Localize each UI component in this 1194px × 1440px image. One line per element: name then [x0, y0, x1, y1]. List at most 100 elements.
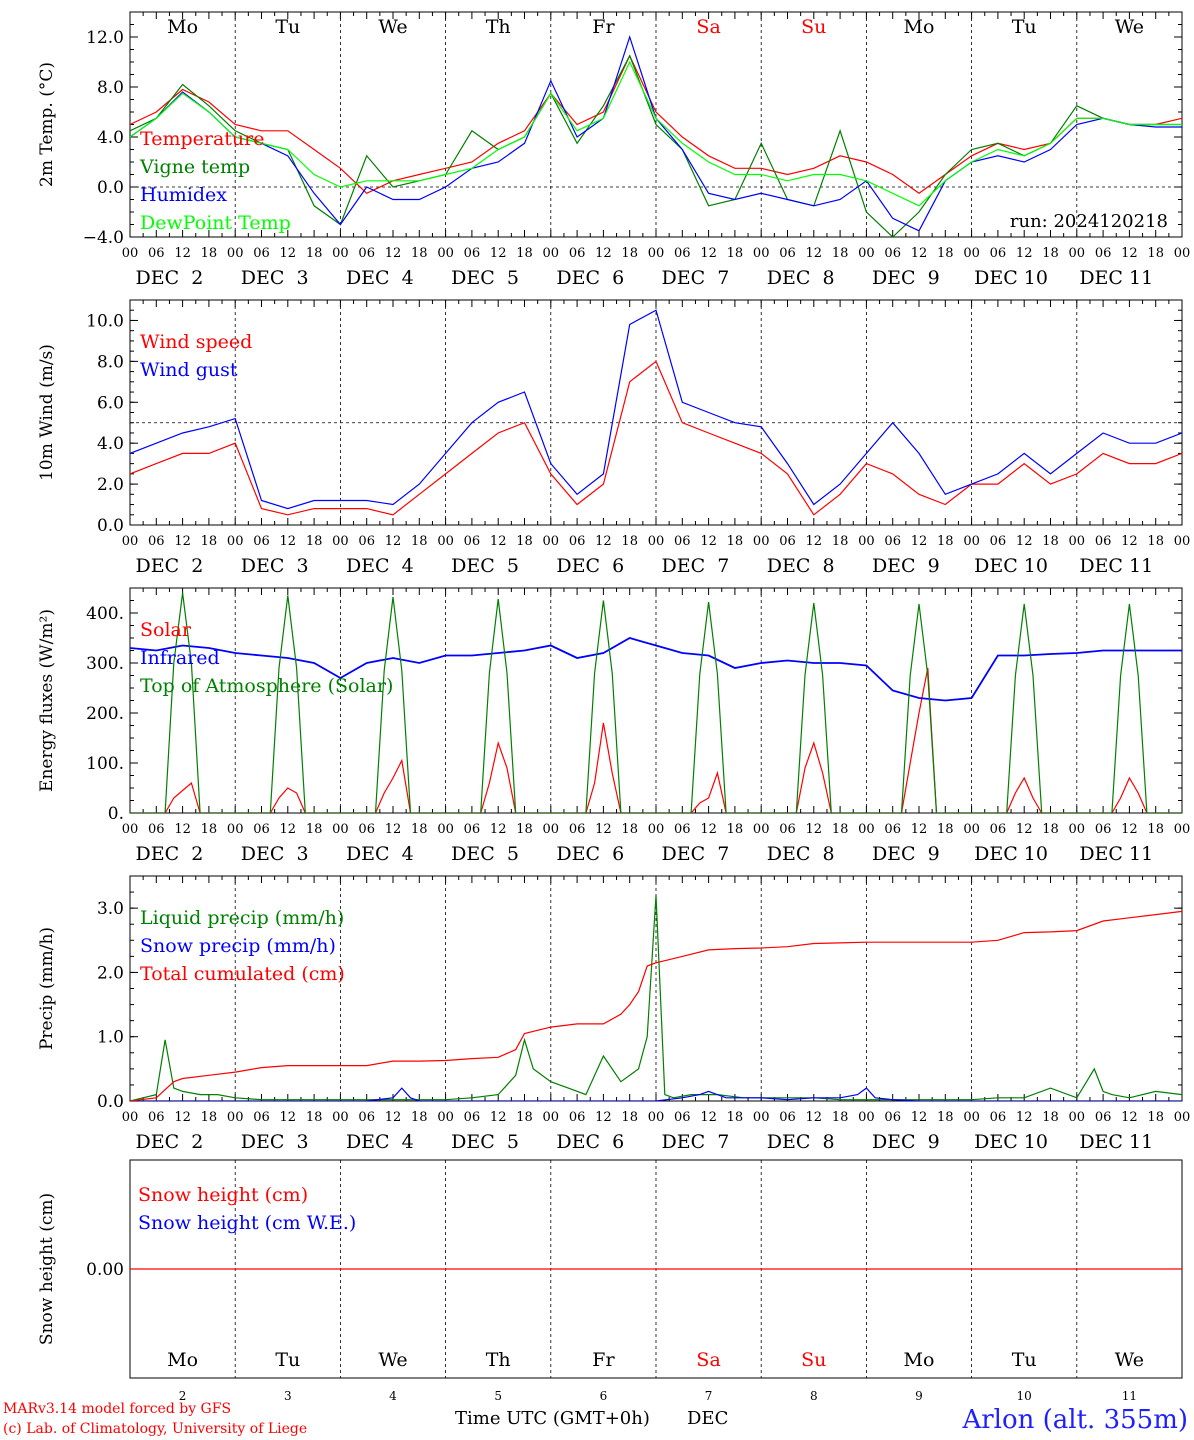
- hour-tick-label: 12: [490, 1110, 507, 1125]
- day-number-label: 9: [915, 1389, 923, 1403]
- date-label: DEC 8: [767, 1131, 835, 1153]
- hour-tick-label: 18: [201, 1110, 218, 1125]
- hour-tick-label: 18: [411, 1110, 428, 1125]
- hour-tick-label: 06: [569, 534, 586, 549]
- y-tick-label: 4.0: [97, 128, 124, 148]
- y-tick-label: 1.0: [97, 1028, 124, 1048]
- hour-tick-label: 18: [411, 246, 428, 261]
- legend-entry: Snow height (cm W.E.): [138, 1212, 356, 1234]
- hour-tick-label: 12: [490, 822, 507, 837]
- hour-tick-label: 18: [727, 246, 744, 261]
- hour-tick-label: 00: [122, 534, 139, 549]
- date-label: DEC 6: [556, 267, 624, 289]
- hour-tick-label: 12: [280, 246, 297, 261]
- hour-tick-label: 18: [832, 534, 849, 549]
- hour-tick-label: 18: [516, 1110, 533, 1125]
- legend-entry: Vigne temp: [139, 156, 250, 178]
- hour-tick-label: 12: [280, 534, 297, 549]
- hour-tick-label: 18: [1042, 534, 1059, 549]
- legend-entry: Solar: [140, 619, 192, 641]
- hour-tick-label: 06: [1095, 534, 1112, 549]
- hour-tick-label: 18: [1042, 822, 1059, 837]
- y-tick-label: 2.0: [97, 475, 124, 495]
- weekday-label: We: [378, 1349, 407, 1371]
- hour-tick-label: 00: [543, 1110, 560, 1125]
- hour-tick-label: 18: [516, 534, 533, 549]
- series-line: [130, 54, 1182, 237]
- hour-tick-label: 18: [306, 1110, 323, 1125]
- weekday-label: Fr: [592, 16, 615, 38]
- date-label: DEC 11: [1079, 843, 1153, 865]
- y-tick-label: 8.0: [97, 78, 124, 98]
- date-label: DEC 10: [974, 555, 1048, 577]
- date-label: DEC 7: [662, 267, 730, 289]
- legend-entry: Humidex: [140, 184, 227, 206]
- hour-tick-label: 06: [674, 534, 691, 549]
- hour-tick-label: 12: [174, 534, 191, 549]
- hour-tick-label: 00: [227, 534, 244, 549]
- date-label: DEC 7: [662, 843, 730, 865]
- date-label: DEC 4: [346, 267, 414, 289]
- hour-tick-label: 06: [779, 822, 796, 837]
- hour-tick-label: 00: [543, 822, 560, 837]
- y-tick-label: 400.: [86, 604, 124, 624]
- day-number-label: 5: [494, 1389, 502, 1403]
- panel-4: 0.0 1.0 2.0 3.0 Precip (mm/h) Liquid precip (…: [37, 875, 1191, 1153]
- hour-tick-label: 12: [174, 1110, 191, 1125]
- date-label: DEC 6: [556, 843, 624, 865]
- y-tick-label: 100.: [86, 754, 124, 774]
- hour-tick-label: 06: [148, 1110, 165, 1125]
- date-label: DEC 8: [767, 843, 835, 865]
- hour-tick-label: 00: [753, 822, 770, 837]
- hour-tick-label: 18: [621, 534, 638, 549]
- hour-tick-label: 06: [148, 534, 165, 549]
- hour-tick-label: 12: [1121, 1110, 1138, 1125]
- series-line: [130, 637, 1182, 702]
- weekday-label: We: [1115, 1349, 1144, 1371]
- hour-tick-label: 06: [674, 822, 691, 837]
- date-label: DEC 8: [767, 267, 835, 289]
- hour-tick-label: 06: [464, 1110, 481, 1125]
- hour-tick-label: 18: [937, 1110, 954, 1125]
- date-label: DEC 6: [556, 555, 624, 577]
- day-number-label: 8: [810, 1389, 818, 1403]
- date-label: DEC 4: [346, 555, 414, 577]
- day-number-label: 7: [705, 1389, 713, 1403]
- hour-tick-label: 18: [832, 246, 849, 261]
- hour-tick-label: 00: [332, 822, 349, 837]
- day-number-label: 2: [179, 1389, 187, 1403]
- hour-tick-label: 06: [779, 246, 796, 261]
- y-tick-label: 300.: [86, 654, 124, 674]
- date-label: DEC 10: [974, 1131, 1048, 1153]
- hour-tick-label: 06: [569, 822, 586, 837]
- hour-tick-label: 12: [806, 822, 823, 837]
- hour-tick-label: 18: [937, 246, 954, 261]
- legend-entry: Infrared: [140, 647, 220, 669]
- hour-tick-label: 00: [437, 822, 454, 837]
- hour-tick-label: 06: [1095, 1110, 1112, 1125]
- hour-tick-label: 12: [1016, 246, 1033, 261]
- hour-tick-label: 00: [122, 822, 139, 837]
- hour-tick-label: 00: [1174, 822, 1191, 837]
- series-line: [130, 60, 1182, 207]
- series-line: [130, 360, 1182, 516]
- weekday-label: Su: [801, 1349, 826, 1371]
- hour-tick-label: 06: [358, 246, 375, 261]
- legend-entry: Liquid precip (mm/h): [140, 907, 344, 929]
- hour-tick-label: 12: [595, 822, 612, 837]
- hour-tick-label: 12: [1121, 822, 1138, 837]
- hour-tick-label: 00: [1174, 1110, 1191, 1125]
- hour-tick-label: 00: [648, 246, 665, 261]
- legend-entry: Snow precip (mm/h): [140, 935, 336, 957]
- date-label: DEC 7: [662, 555, 730, 577]
- hour-tick-label: 00: [963, 822, 980, 837]
- y-axis-label: Snow height (cm): [37, 1193, 57, 1345]
- date-label: DEC 9: [872, 267, 940, 289]
- legend-entry: Temperature: [140, 128, 264, 150]
- y-tick-label: 12.0: [86, 28, 124, 48]
- hour-tick-label: 06: [779, 1110, 796, 1125]
- hour-tick-label: 12: [490, 534, 507, 549]
- y-tick-label: 0.0: [97, 516, 124, 536]
- legend-entry: Wind gust: [140, 359, 238, 381]
- weekday-label: Mo: [904, 1349, 935, 1371]
